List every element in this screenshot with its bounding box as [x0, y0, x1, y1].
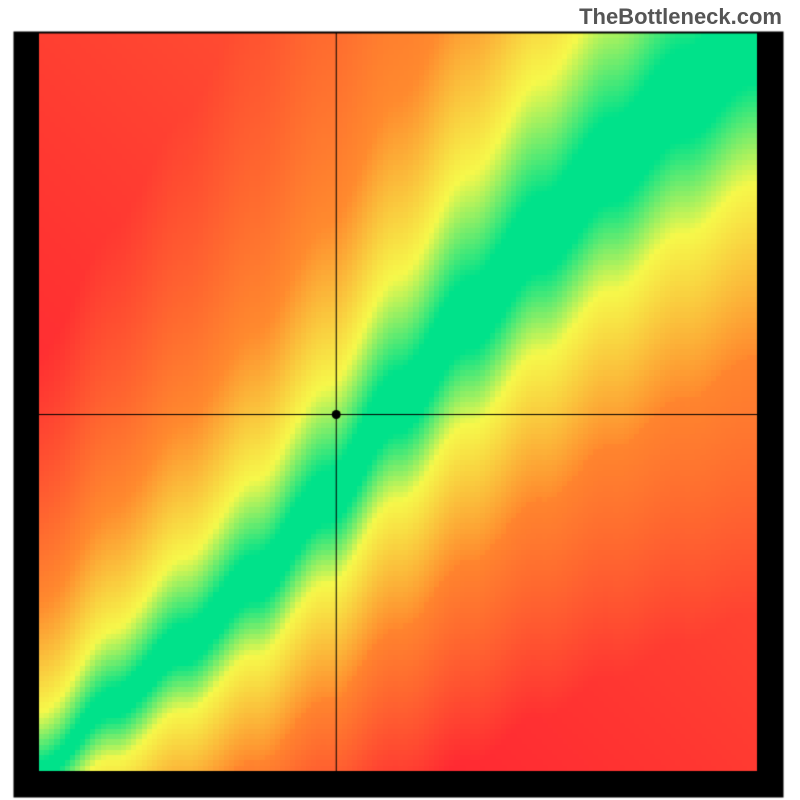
chart-container: TheBottleneck.com	[0, 0, 800, 800]
watermark-text: TheBottleneck.com	[579, 4, 782, 30]
heatmap-canvas	[0, 0, 800, 800]
